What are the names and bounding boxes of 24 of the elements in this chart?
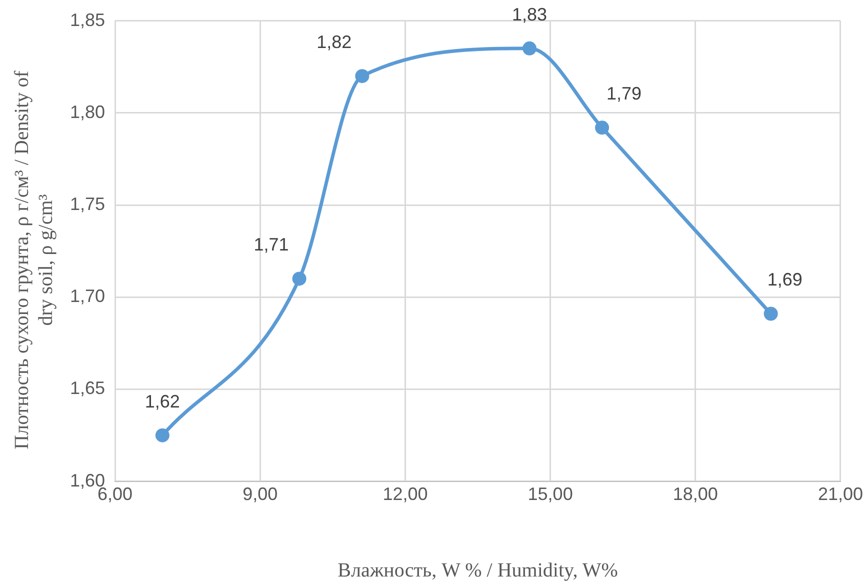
point: [595, 120, 610, 135]
point: [292, 272, 306, 286]
x-tick-label: 21,00: [818, 484, 863, 504]
y-tick-label: 1,80: [70, 102, 106, 122]
data-label: 1,69: [767, 270, 802, 290]
data-label: 1,83: [512, 4, 548, 24]
x-tick-label: 18,00: [672, 484, 718, 504]
x-tick-label: 15,00: [528, 484, 573, 504]
y-tick-label: 1,70: [70, 286, 106, 306]
y-tick-label: 1,85: [70, 10, 106, 30]
x-tick-label: 9,00: [242, 484, 278, 504]
point: [522, 41, 537, 56]
data-label: 1,71: [254, 234, 289, 255]
point: [355, 69, 370, 84]
point: [155, 428, 170, 442]
data-label: 1,62: [144, 391, 180, 412]
data-label: 1,79: [606, 84, 642, 104]
y-axis-title: Плотность сухого грунта, ρ г/см³ / Density of dry soil, ρ g/cm³: [10, 70, 58, 452]
y-tick-label: 1,65: [70, 378, 106, 398]
x-axis-title: Влажность, W % / Humidity, W%: [338, 559, 618, 582]
y-tick-label: 1,75: [70, 194, 106, 214]
x-tick-label: 12,00: [382, 484, 428, 504]
data-label: 1,82: [316, 32, 352, 52]
point: [764, 306, 778, 321]
